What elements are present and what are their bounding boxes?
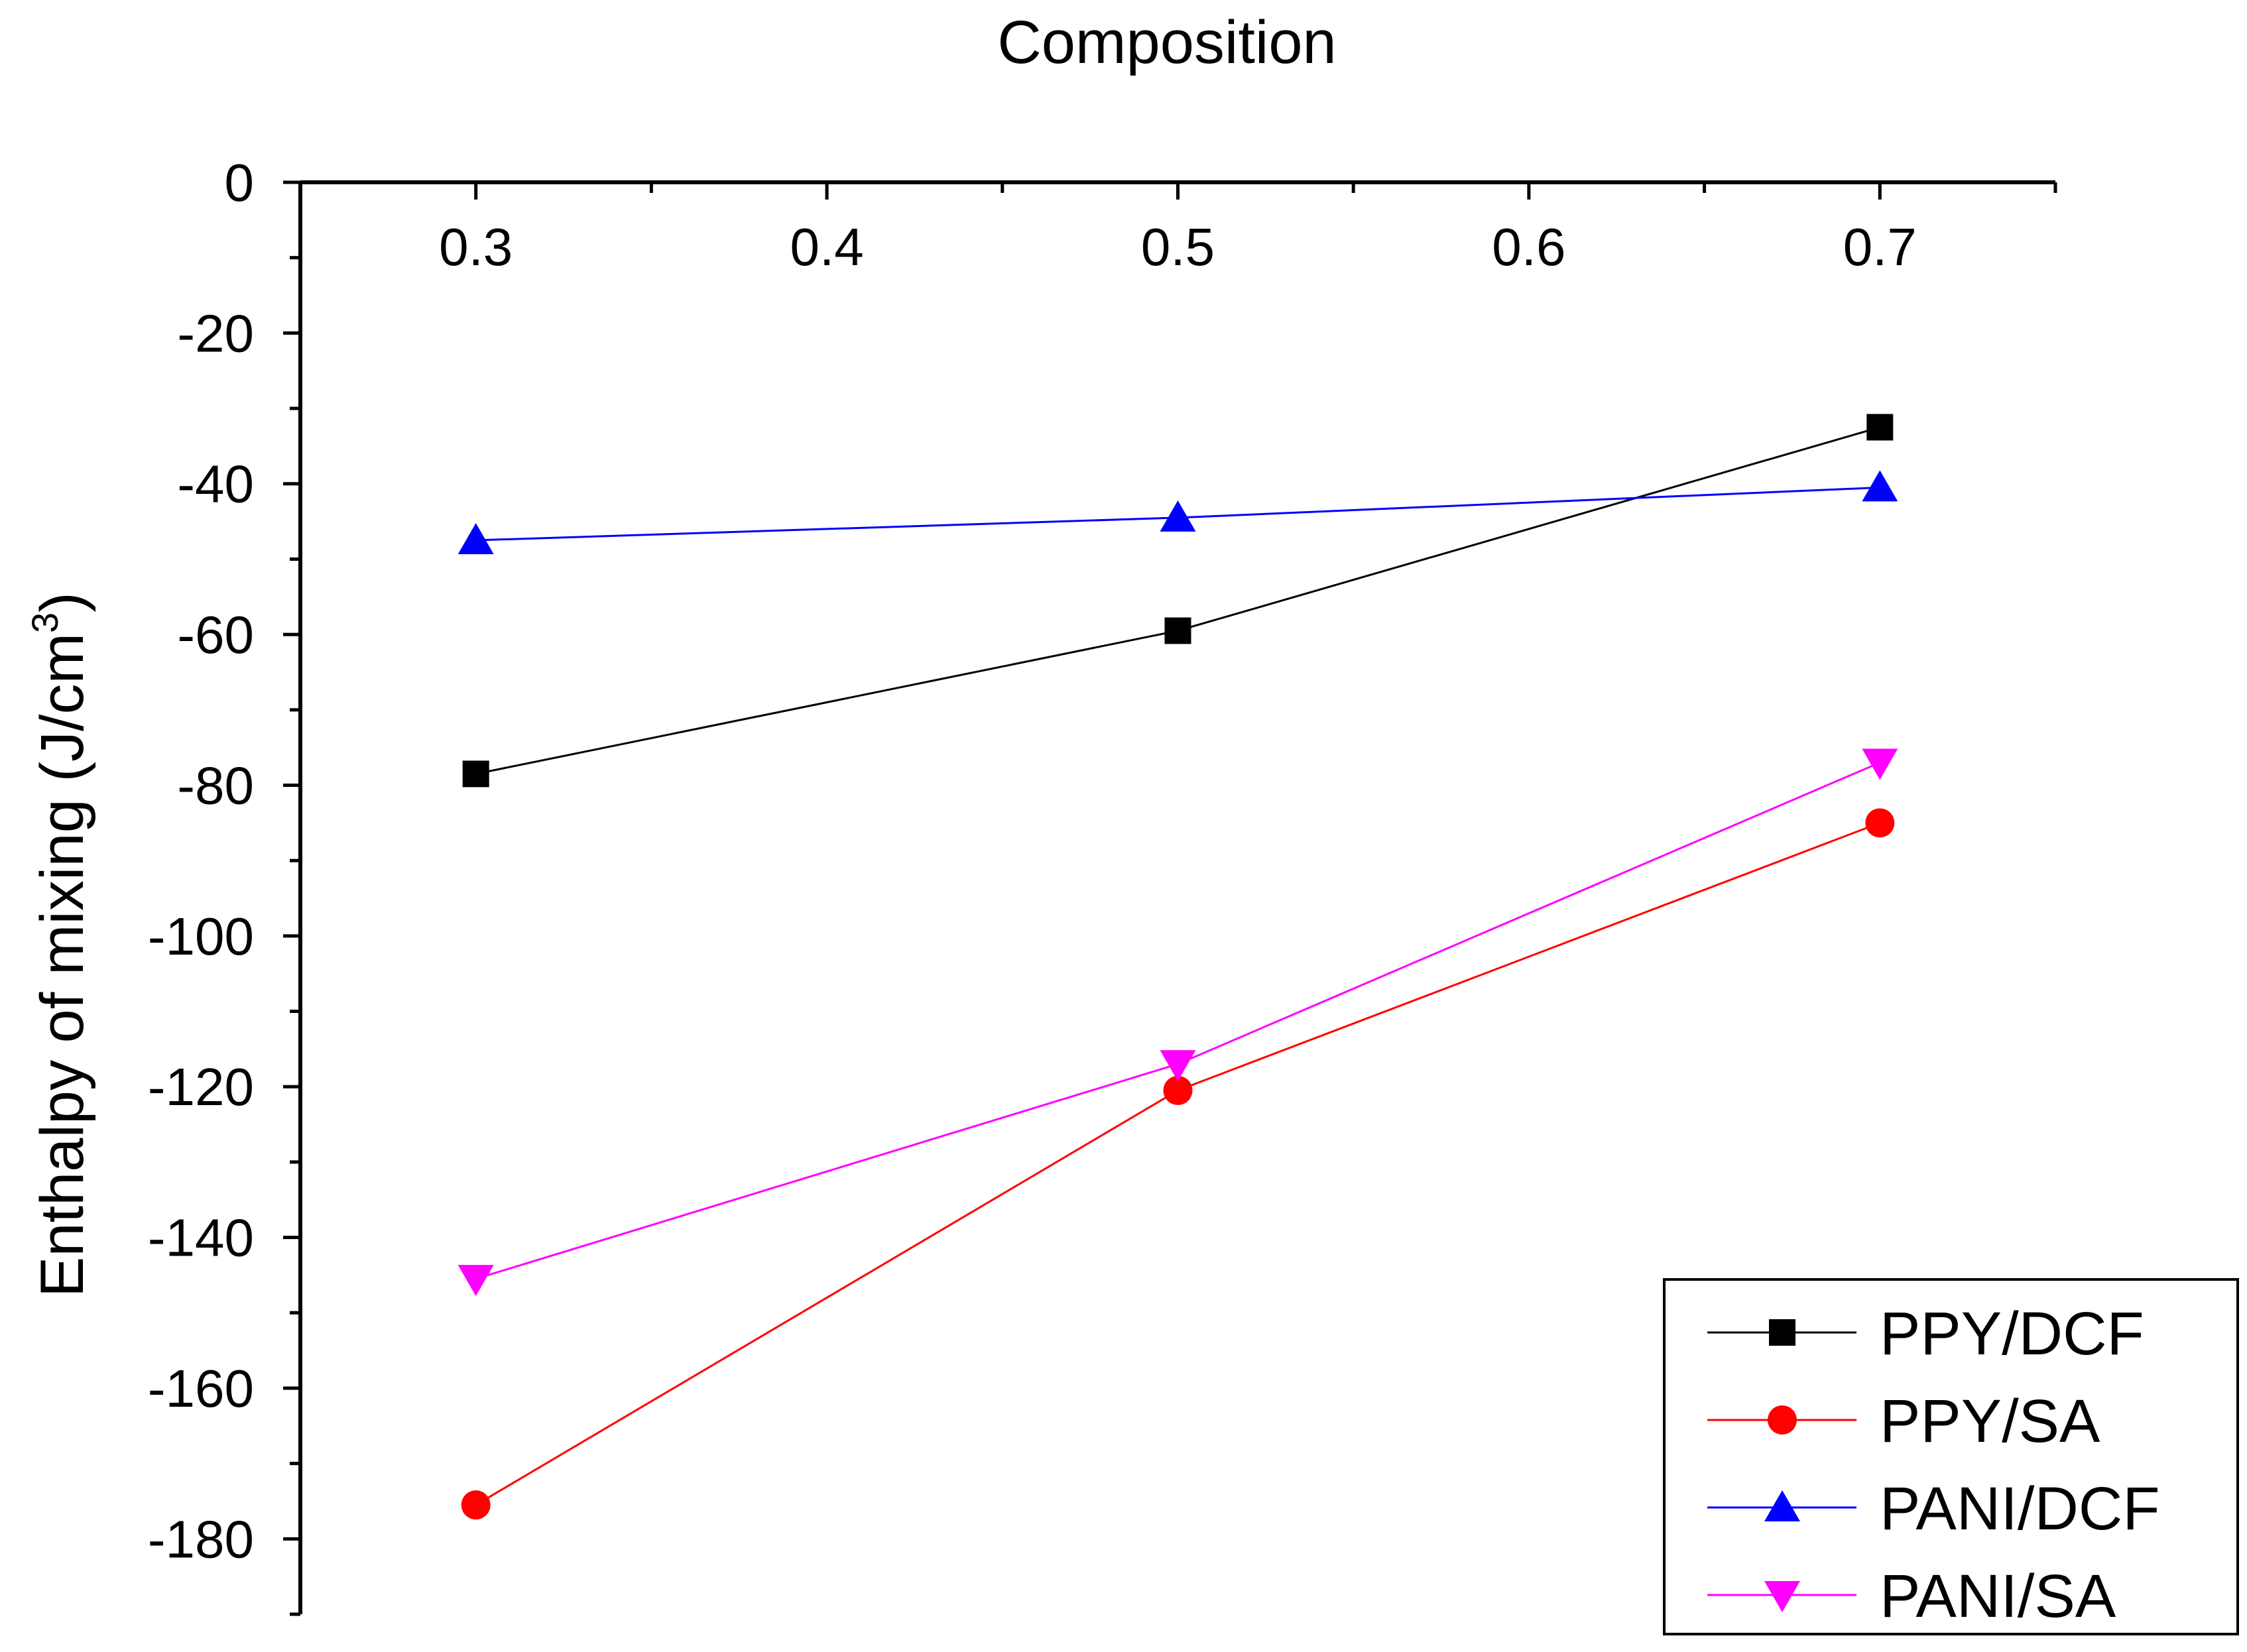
data-point (1163, 1075, 1193, 1105)
y-tick-label: -40 (177, 455, 254, 514)
y-tick-label: -140 (148, 1209, 254, 1268)
legend: PPY/DCF PPY/SA PANI/DCF PANI/SA (1663, 1278, 2239, 1635)
data-point (462, 760, 489, 788)
y-tick-label: -60 (177, 605, 254, 664)
series-line (475, 426, 1880, 775)
legend-label: PPY/DCF (1880, 1300, 2144, 1368)
legend-marker (1768, 1405, 1797, 1435)
data-point (457, 523, 494, 554)
legend-frame (1663, 1278, 2239, 1635)
data-point (457, 1265, 494, 1297)
legend-label: PANI/DCF (1880, 1475, 2160, 1543)
y-tick-label: -180 (148, 1509, 254, 1568)
x-tick-label: 0.4 (790, 217, 863, 276)
data-point (461, 1490, 491, 1520)
data-point (1160, 1050, 1196, 1082)
x-tick-label: 0.6 (1492, 217, 1565, 276)
data-point (1164, 617, 1191, 644)
y-tick-label: -160 (148, 1359, 254, 1418)
data-point (1865, 808, 1895, 838)
y-tick-label: -20 (177, 304, 254, 363)
legend-label: PPY/SA (1880, 1387, 2100, 1455)
series-line (475, 761, 1880, 1280)
legend-marker (1769, 1319, 1795, 1346)
y-axis-title: Enthalpy of mixing (J/cm3) (24, 592, 96, 1297)
x-tick-label: 0.5 (1141, 217, 1215, 276)
legend-label: PANI/SA (1880, 1563, 2116, 1630)
x-tick-label: 0.7 (1843, 217, 1917, 276)
legend-marker (1764, 1581, 1800, 1612)
axes: 0.3 0.4 0.5 0.6 0.7 0 -20 -40 -60 -80 -100 -120 -140… (148, 153, 2057, 1616)
y-tick-label: -80 (177, 756, 254, 815)
y-tick-label: 0 (225, 153, 255, 212)
data-point (1866, 414, 1894, 441)
legend-marker (1764, 1490, 1800, 1521)
x-tick-label: 0.3 (439, 217, 513, 276)
x-axis-title: Composition (997, 9, 1336, 76)
series-layer (457, 414, 1898, 1520)
data-point (1160, 500, 1196, 532)
y-tick-label: -120 (148, 1057, 254, 1116)
data-point (1862, 748, 1898, 780)
y-tick-label: -100 (148, 907, 254, 966)
data-point (1862, 470, 1898, 502)
